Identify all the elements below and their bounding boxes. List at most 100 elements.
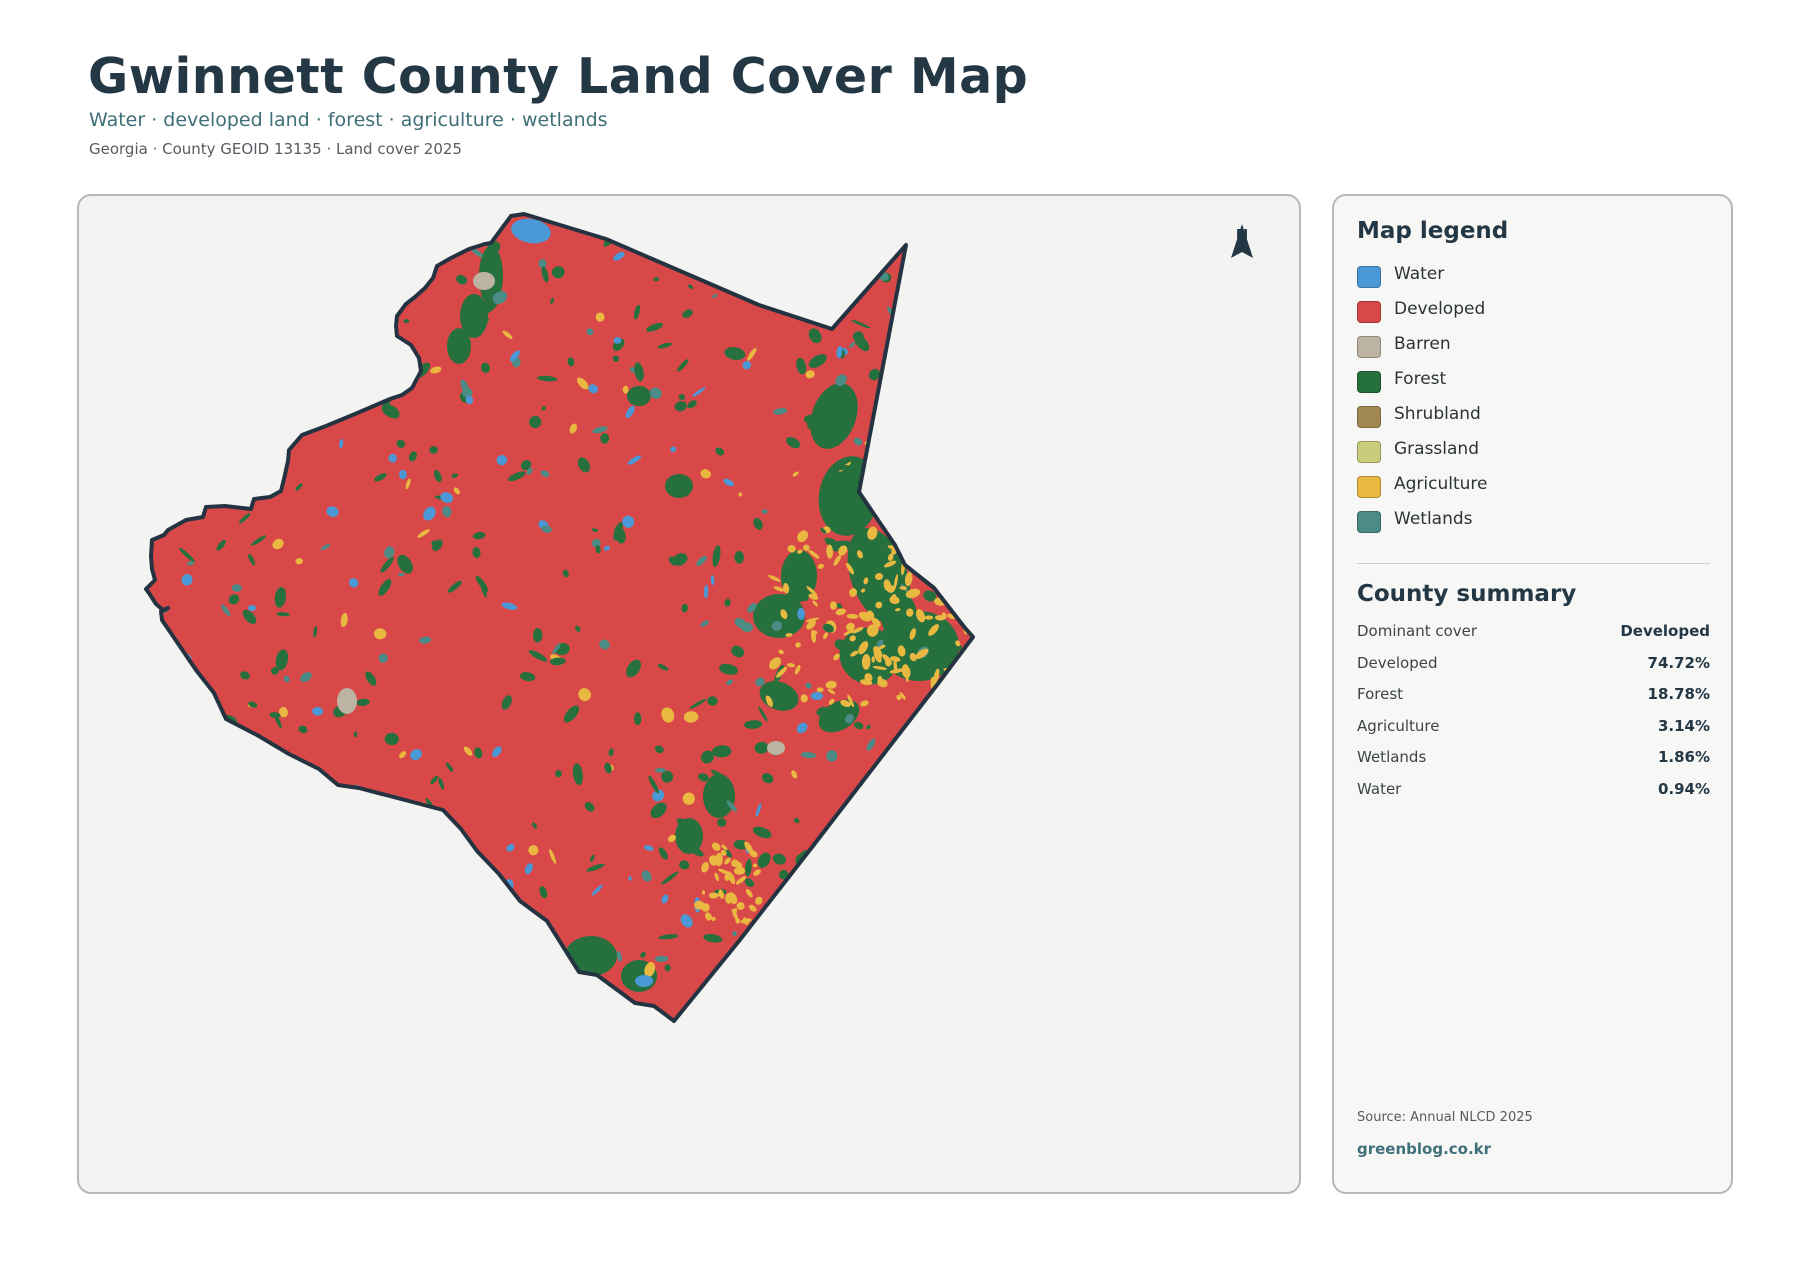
wetlands-patch [773,408,788,415]
water-patch [649,242,660,251]
forest-patch [818,699,860,733]
forest-patch [541,405,546,411]
wetlands-patch [516,984,521,992]
forest-patch [228,594,240,605]
forest-patch [403,319,410,324]
forest-patch [481,982,493,988]
forest-patch [816,706,829,716]
agriculture-patch [742,917,749,925]
water-patch [710,575,715,586]
map-panel[interactable]: N [77,194,1301,1194]
forest-patch [657,664,669,671]
wetlands-patch [470,247,483,258]
wetlands-patch [726,679,733,686]
legend-swatch-wetlands [1357,511,1381,533]
wetlands-patch [586,328,594,336]
forest-patch [591,528,598,533]
site-link[interactable]: greenblog.co.kr [1357,1140,1492,1158]
water-patch [373,909,379,920]
agriculture-patch [861,654,871,670]
agriculture-patch [399,272,412,284]
forest-patch [675,818,703,854]
agriculture-patch [893,574,898,590]
forest-patch [744,720,763,729]
agriculture-patch [792,471,799,477]
agriculture-patch [747,347,757,361]
water-patch [728,974,736,988]
forest-patch [658,847,668,860]
forest-patch [356,698,370,706]
agriculture-patch [858,641,869,655]
agriculture-patch [860,679,873,686]
water-patch [652,789,665,802]
forest-patch [761,773,774,784]
wetlands-patch [492,291,508,305]
wetlands-patch [712,294,718,298]
forest-patch [674,401,687,412]
agriculture-patch [725,893,733,904]
forest-patch [200,780,209,789]
legend-title: Map legend [1357,218,1509,244]
forest-patch [944,927,955,947]
legend-label-wetlands: Wetlands [1394,509,1473,529]
forest-patch [905,756,915,767]
summary-label: Dominant cover [1357,622,1478,640]
forest-patch [839,281,849,288]
wetlands-patch [292,872,302,887]
forest-patch [217,302,236,317]
agriculture-patch [738,492,743,497]
forest-patch [533,628,543,643]
agriculture-patch [644,962,656,978]
agriculture-patch [955,640,961,647]
forest-patch [472,532,486,540]
forest-patch [821,902,830,911]
legend-item-barren: Barren [1357,334,1488,369]
agriculture-patch [773,586,785,592]
agriculture-patch [732,908,738,915]
forest-patch [744,878,755,887]
agriculture-patch [354,883,363,892]
water-patch [181,574,193,586]
agriculture-patch [279,707,288,718]
wetlands-patch [320,544,331,551]
agriculture-patch [768,575,781,582]
water-patch [511,218,551,244]
forest-patch [550,297,554,305]
source-note: Source: Annual NLCD 2025 [1357,1110,1533,1125]
agriculture-patch [812,600,818,607]
page-meta: Georgia · County GEOID 13135 · Land cove… [89,140,462,158]
forest-patch [851,319,871,329]
county-map[interactable] [79,196,1301,1194]
forest-patch [658,934,679,940]
agriculture-patch [748,904,757,912]
water-patch [742,360,752,370]
agriculture-patch [867,526,878,540]
agriculture-patch [708,855,719,866]
wetlands-patch [194,891,202,902]
forest-patch [248,553,256,566]
forest-patch [565,936,617,976]
forest-patch [600,433,610,444]
agriculture-patch [712,893,721,897]
forest-patch [537,375,558,382]
water-patch [241,261,250,266]
agriculture-patch [849,635,856,642]
forest-patch [754,741,769,754]
forest-patch [251,535,267,546]
forest-patch [528,650,548,662]
wetlands-patch [270,403,286,409]
forest-patch [481,289,493,301]
forest-patch [752,826,772,839]
forest-patch [567,357,575,367]
agriculture-patch [889,668,905,674]
forest-patch [315,414,320,426]
forest-patch [712,545,721,567]
legend-label-agriculture: Agriculture [1394,474,1488,494]
wetlands-patch [541,525,552,533]
water-patch [625,405,635,418]
summary-label: Agriculture [1357,716,1440,735]
agriculture-patch [476,920,486,932]
forest-patch [187,444,193,455]
forest-patch [612,355,620,362]
forest-patch [445,762,454,773]
